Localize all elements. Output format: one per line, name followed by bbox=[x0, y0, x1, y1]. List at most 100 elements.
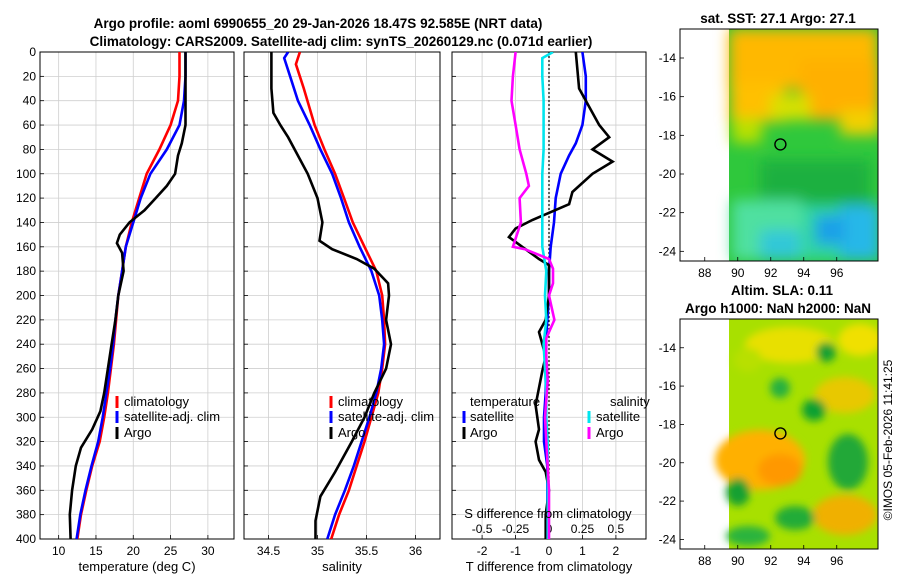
sst-heatmap bbox=[729, 29, 878, 261]
x-tick-label: 30 bbox=[201, 544, 215, 558]
x-tick-label: 10 bbox=[52, 544, 66, 558]
depth-tick-labels: 0 20 40 60 80 100 120 140 160 180 200 220 240 260 280 3… bbox=[16, 45, 36, 546]
lat-tick-label: -16 bbox=[659, 379, 677, 393]
sst-lat-tick-labels: -14 -16 -18 -20 -22 -24 bbox=[659, 51, 684, 258]
lon-tick-label: 94 bbox=[797, 266, 811, 280]
y-tick-label: 160 bbox=[16, 240, 36, 254]
y-tick-label: 320 bbox=[16, 435, 36, 449]
legend-label-argo: Argo bbox=[124, 425, 151, 440]
y-tick-label: 220 bbox=[16, 313, 36, 327]
x-tick-label: 15 bbox=[89, 544, 103, 558]
s-difference-xlabel: S difference from climatology bbox=[464, 506, 632, 521]
temperature-xlabel: temperature (deg C) bbox=[78, 559, 195, 574]
y-tick-label: 120 bbox=[16, 191, 36, 205]
sla-map-frame bbox=[679, 318, 879, 550]
lon-tick-label: 96 bbox=[830, 554, 844, 568]
temperature-axes-frame bbox=[39, 51, 235, 540]
x-tick-label: 2 bbox=[613, 544, 620, 558]
salinity-argo-line bbox=[270, 52, 393, 539]
y-tick-label: 80 bbox=[23, 142, 37, 156]
salinity-tick-labels: 34.5 35 35.5 36 bbox=[257, 544, 423, 558]
salinity-xlabel: salinity bbox=[322, 559, 362, 574]
lon-tick-label: 94 bbox=[797, 554, 811, 568]
sla-lon-tick-labels: 88 90 92 94 96 bbox=[698, 545, 844, 568]
lon-tick-label: 90 bbox=[731, 266, 745, 280]
temperature-tick-labels: 10 15 20 25 30 bbox=[52, 544, 215, 558]
sst-lon-tick-labels: 88 90 92 94 96 bbox=[698, 257, 844, 280]
s-tick-label: -0.5 bbox=[472, 522, 493, 536]
y-tick-label: 0 bbox=[29, 45, 36, 59]
lat-tick-label: -14 bbox=[659, 341, 677, 355]
y-tick-label: 260 bbox=[16, 362, 36, 376]
salinity-grid bbox=[244, 51, 440, 540]
lat-tick-label: -18 bbox=[659, 128, 677, 142]
y-tick-label: 400 bbox=[16, 532, 36, 546]
legend-label-s-argo: Argo bbox=[596, 425, 623, 440]
legend-label-s-satellite: satellite bbox=[596, 409, 640, 424]
lat-tick-label: -22 bbox=[659, 494, 677, 508]
float-position-marker bbox=[774, 138, 787, 151]
lat-tick-label: -16 bbox=[659, 90, 677, 104]
salinity-axes-frame bbox=[243, 51, 441, 540]
x-tick-label: 25 bbox=[164, 544, 178, 558]
sla-lat-tick-labels: -14 -16 -18 -20 -22 -24 bbox=[659, 341, 684, 546]
y-tick-label: 340 bbox=[16, 459, 36, 473]
legend-label-t-satellite: satellite bbox=[470, 409, 514, 424]
x-tick-label: 34.5 bbox=[257, 544, 281, 558]
y-tick-label: 200 bbox=[16, 289, 36, 303]
x-tick-label: -1 bbox=[510, 544, 521, 558]
y-tick-label: 180 bbox=[16, 264, 36, 278]
lat-tick-label: -20 bbox=[659, 167, 677, 181]
x-tick-label: 35.5 bbox=[355, 544, 379, 558]
y-tick-label: 20 bbox=[23, 69, 37, 83]
x-tick-label: 20 bbox=[127, 544, 141, 558]
lat-tick-label: -18 bbox=[659, 417, 677, 431]
salinity-legend: climatology satellite-adj. clim Argo bbox=[329, 394, 434, 440]
difference-legend: temperature satellite Argo salinity sate… bbox=[462, 394, 650, 440]
t-difference-xlabel: T difference from climatology bbox=[466, 559, 633, 574]
lon-tick-label: 88 bbox=[698, 554, 712, 568]
lon-tick-label: 92 bbox=[764, 554, 778, 568]
lon-tick-label: 96 bbox=[830, 266, 844, 280]
salinity-climatology-line bbox=[294, 52, 387, 539]
y-tick-label: 300 bbox=[16, 410, 36, 424]
s-tick-label: -0.25 bbox=[502, 522, 530, 536]
sla-heatmap bbox=[715, 319, 878, 549]
legend-title-salinity: salinity bbox=[610, 394, 650, 409]
y-tick-label: 280 bbox=[16, 386, 36, 400]
figure-title-line1: Argo profile: aoml 6990655_20 29-Jan-202… bbox=[94, 16, 543, 31]
s-tick-label: 0.5 bbox=[608, 522, 625, 536]
legend-label-climatology: climatology bbox=[124, 394, 190, 409]
legend-label-satellite: satellite-adj. clim bbox=[124, 409, 220, 424]
float-position-marker bbox=[774, 427, 787, 440]
lat-tick-label: -14 bbox=[659, 51, 677, 65]
y-tick-label: 40 bbox=[23, 94, 37, 108]
y-tick-label: 360 bbox=[16, 483, 36, 497]
x-tick-label: 0 bbox=[546, 544, 553, 558]
x-tick-label: 1 bbox=[579, 544, 586, 558]
sst-map-title: sat. SST: 27.1 Argo: 27.1 bbox=[700, 11, 856, 26]
imos-timestamp: ©IMOS 05-Feb-2026 11:41:25 bbox=[881, 359, 895, 520]
temperature-argo-line bbox=[68, 52, 187, 539]
y-tick-label: 140 bbox=[16, 215, 36, 229]
lon-tick-label: 88 bbox=[698, 266, 712, 280]
x-tick-label: -2 bbox=[477, 544, 488, 558]
salinity-satellite-line bbox=[282, 52, 386, 539]
sla-map-title-line2: Argo h1000: NaN h2000: NaN bbox=[685, 301, 871, 316]
temperature-grid bbox=[40, 51, 234, 540]
sla-map-title-line1: Altim. SLA: 0.11 bbox=[731, 283, 834, 298]
x-tick-label: 36 bbox=[409, 544, 423, 558]
lat-tick-label: -24 bbox=[659, 244, 677, 258]
y-tick-label: 60 bbox=[23, 118, 37, 132]
legend-label-climatology: climatology bbox=[338, 394, 404, 409]
sst-map-frame bbox=[679, 28, 879, 262]
s-difference-tick-labels: -0.5-0.2500.250.5 bbox=[472, 522, 625, 536]
t-difference-tick-labels: -2 -1 0 1 2 bbox=[477, 544, 620, 558]
lon-tick-label: 90 bbox=[731, 554, 745, 568]
temperature-legend: climatology satellite-adj. clim Argo bbox=[115, 394, 220, 440]
y-tick-label: 100 bbox=[16, 167, 36, 181]
legend-label-satellite: satellite-adj. clim bbox=[338, 409, 434, 424]
legend-title-temperature: temperature bbox=[470, 394, 540, 409]
y-tick-label: 380 bbox=[16, 508, 36, 522]
